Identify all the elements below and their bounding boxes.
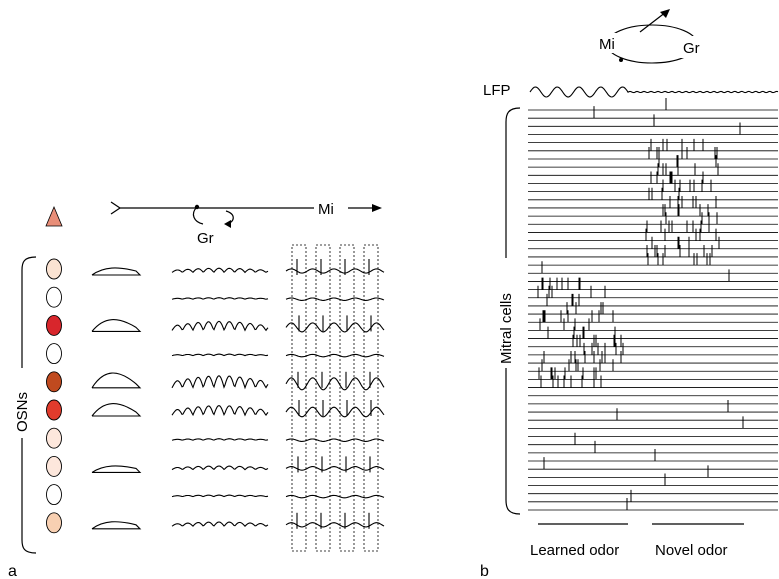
spike-trace-10 <box>285 522 385 528</box>
lfp-trace <box>529 86 779 98</box>
oscillation-trace-6 <box>171 404 269 417</box>
receptor-triangle-icon <box>45 205 63 227</box>
receptor-potential-trace-3 <box>91 319 142 332</box>
axon-input-icon <box>110 201 122 215</box>
mitral-cells-label-bg <box>493 258 519 368</box>
oscillation-trace-9 <box>171 494 269 498</box>
osn-trace-grid <box>91 259 385 530</box>
panel-a-label: a <box>8 563 17 579</box>
osn-cell-10 <box>46 512 62 534</box>
spike-trace-6 <box>285 406 385 418</box>
loop-mitral-label: Mi <box>599 36 615 53</box>
osn-label: OSNs <box>14 392 31 432</box>
spike-trace-8 <box>285 466 385 471</box>
loop-mi-bg <box>596 33 624 53</box>
osn-cell-9 <box>46 484 62 506</box>
receptor-potential-trace-1 <box>91 267 142 276</box>
spike-trace-3 <box>285 322 385 333</box>
osn-cell-column <box>46 258 62 534</box>
mitral-cells-label: Mitral cells <box>498 293 515 364</box>
novel-odor-label: Novel odor <box>655 542 728 559</box>
osn-cell-2 <box>46 286 62 308</box>
oscillation-trace-8 <box>171 465 269 471</box>
window-1 <box>291 244 307 552</box>
window-4 <box>363 244 379 552</box>
loop-gr-bg <box>680 36 708 58</box>
panel-a: a Mi Gr OSNs <box>8 201 385 579</box>
oscillation-trace-4 <box>171 353 269 357</box>
lfp-label: LFP <box>483 82 511 99</box>
output-arrow-icon <box>372 204 382 212</box>
receptor-potential-trace-6 <box>91 403 142 417</box>
plasticity-arrow-icon <box>660 9 670 18</box>
osn-cell-5 <box>46 371 62 393</box>
granule-label: Gr <box>197 230 214 247</box>
loop-synapse-dot-icon <box>619 58 623 62</box>
learned-odor-label: Learned odor <box>530 542 619 559</box>
loop-granule-label: Gr <box>683 40 700 57</box>
receptor-potential-trace-5 <box>91 372 142 389</box>
receptor-potential-trace-8 <box>91 465 142 473</box>
osn-cell-8 <box>46 455 62 477</box>
oscillation-trace-2 <box>171 297 269 300</box>
osn-cell-4 <box>46 343 62 365</box>
plasticity-arrow-line <box>639 11 667 33</box>
osn-cell-6 <box>46 399 62 421</box>
spike-trace-2 <box>285 297 385 301</box>
oscillation-trace-3 <box>171 320 269 332</box>
oscillation-trace-10 <box>171 521 269 527</box>
panel-b-label: b <box>480 563 489 579</box>
oscillation-trace-7 <box>171 438 269 441</box>
spike-trace-1 <box>285 268 385 274</box>
receptor-potential-trace-10 <box>91 521 142 530</box>
osn-cell-3 <box>46 314 62 336</box>
window-3 <box>339 244 355 552</box>
osn-label-bg <box>10 368 34 438</box>
spike-trace-4 <box>285 353 385 358</box>
oscillation-trace-1 <box>171 267 269 274</box>
spike-trace-5 <box>285 377 385 391</box>
osn-cell-1 <box>46 258 62 280</box>
oscillation-windows <box>291 244 379 552</box>
granule-feedback-left <box>192 206 204 225</box>
spike-trace-9 <box>285 494 385 499</box>
spike-trace-7 <box>285 438 385 442</box>
panel-b: b Mi Gr LFP Mitral cells Learned odor No… <box>480 9 779 579</box>
window-2 <box>315 244 331 552</box>
oscillation-trace-5 <box>171 375 269 390</box>
mitral-label: Mi <box>318 201 334 218</box>
osn-cell-7 <box>46 427 62 449</box>
granule-arrow-icon <box>224 220 231 228</box>
mitral-raster <box>528 98 778 511</box>
